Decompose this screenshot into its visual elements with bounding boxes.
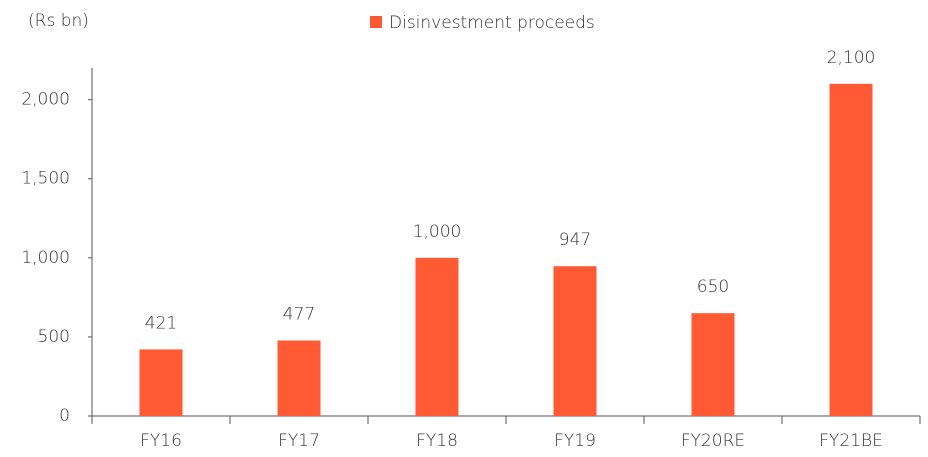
y-tick-label: 0 (59, 406, 70, 426)
value-label: 650 (697, 277, 729, 297)
bar (691, 313, 735, 416)
x-tick-label: FY18 (416, 431, 458, 451)
x-tick-label: FY16 (140, 431, 182, 451)
x-tick-label: FY20RE (681, 431, 745, 451)
y-tick-label: 1,000 (21, 248, 70, 268)
y-tick-label: 2,000 (21, 90, 70, 110)
legend-swatch (370, 16, 382, 28)
value-label: 947 (559, 230, 591, 250)
value-label: 1,000 (413, 222, 462, 242)
bar (553, 266, 597, 416)
legend-label: Disinvestment proceeds (389, 13, 595, 33)
x-tick-label: FY21BE (819, 431, 883, 451)
y-tick-label: 500 (38, 327, 70, 347)
x-tick-label: FY17 (278, 431, 320, 451)
bar (277, 340, 321, 416)
bar (139, 349, 183, 416)
y-unit: (Rs bn) (28, 11, 89, 31)
value-label: 477 (283, 305, 315, 325)
bar (829, 83, 873, 417)
x-tick-label: FY19 (554, 431, 596, 451)
value-label: 2,100 (827, 48, 876, 68)
y-tick-label: 1,500 (21, 169, 70, 189)
bar (415, 257, 459, 416)
value-label: 421 (145, 313, 177, 333)
